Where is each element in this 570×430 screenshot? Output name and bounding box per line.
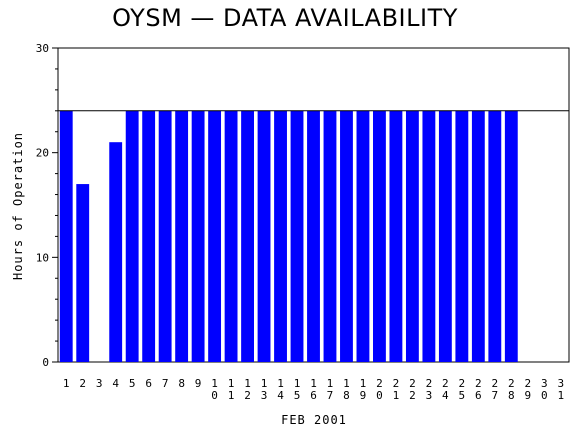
bar-day-5 [125, 110, 139, 362]
bar-day-1 [59, 110, 73, 362]
chart-title: OYSM — DATA AVAILABILITY [112, 4, 458, 32]
y-axis-label: Hours of Operation [11, 132, 25, 280]
bar-day-16 [307, 110, 320, 362]
y-tick-label: 20 [36, 147, 49, 160]
bar-day-11 [224, 110, 238, 362]
x-tick-label: 4 [112, 377, 119, 390]
y-tick-label: 30 [36, 42, 49, 55]
bar-day-24 [438, 110, 452, 362]
bar-day-21 [389, 110, 403, 362]
bar-day-22 [405, 110, 419, 362]
x-tick-label: 8 [178, 377, 185, 390]
x-axis-label: FEB 2001 [281, 413, 347, 427]
x-tick-label: 3 [96, 377, 103, 390]
bar-day-17 [323, 110, 337, 362]
x-tick-label: 1 [63, 377, 70, 390]
x-tick-label: 5 [129, 377, 136, 390]
bar-day-8 [175, 110, 189, 362]
bar-day-9 [191, 110, 205, 362]
x-tick-label: 6 [145, 377, 152, 390]
bar-day-15 [290, 110, 304, 362]
bar-day-7 [158, 110, 172, 362]
x-tick-label: 2 [79, 377, 86, 390]
x-tick-label: 9 [195, 377, 202, 390]
bar-day-14 [274, 110, 287, 362]
bar-day-19 [356, 110, 370, 362]
y-tick-label: 10 [36, 251, 49, 264]
bar-day-23 [422, 110, 436, 362]
bar-day-2 [76, 184, 90, 362]
bar-day-27 [488, 110, 502, 362]
bar-day-4 [109, 142, 123, 362]
bar-day-25 [455, 110, 469, 362]
bar-day-28 [504, 110, 518, 362]
y-tick-label: 0 [42, 356, 49, 369]
bar-day-26 [471, 110, 485, 362]
x-tick-label: 7 [162, 377, 169, 390]
bar-day-6 [142, 110, 156, 362]
bar-day-10 [208, 110, 222, 362]
bar-day-20 [373, 110, 386, 362]
bar-day-13 [257, 110, 271, 362]
bar-day-12 [241, 110, 254, 362]
bar-day-18 [340, 110, 353, 362]
